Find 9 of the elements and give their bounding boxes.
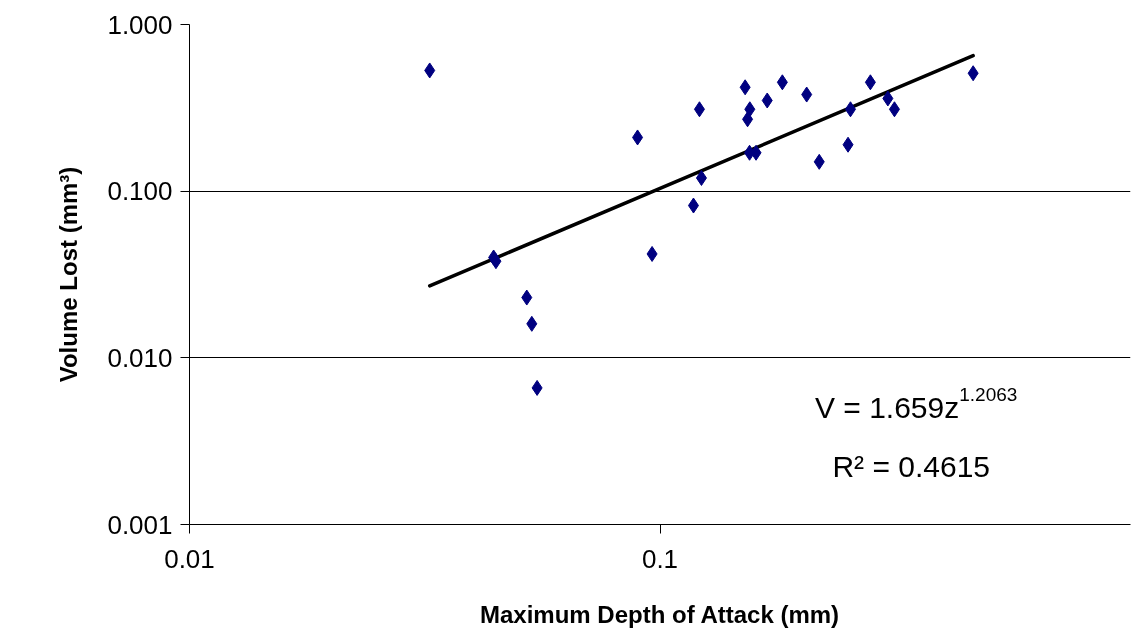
x-tick-label: 0.1 <box>641 543 679 574</box>
y-tick-label: 0.100 <box>107 176 173 207</box>
y-tick-label: 0.010 <box>107 342 173 373</box>
x-tick-label: 0.01 <box>164 543 215 574</box>
x-axis-title: Maximum Depth of Attack (mm) <box>479 600 840 628</box>
y-axis-title: Volume Lost (mm³) <box>55 166 83 383</box>
y-tick-label: 0.001 <box>107 509 173 540</box>
annotation: R² = 0.4615 <box>832 449 991 483</box>
y-tick-label: 1.000 <box>107 9 173 40</box>
